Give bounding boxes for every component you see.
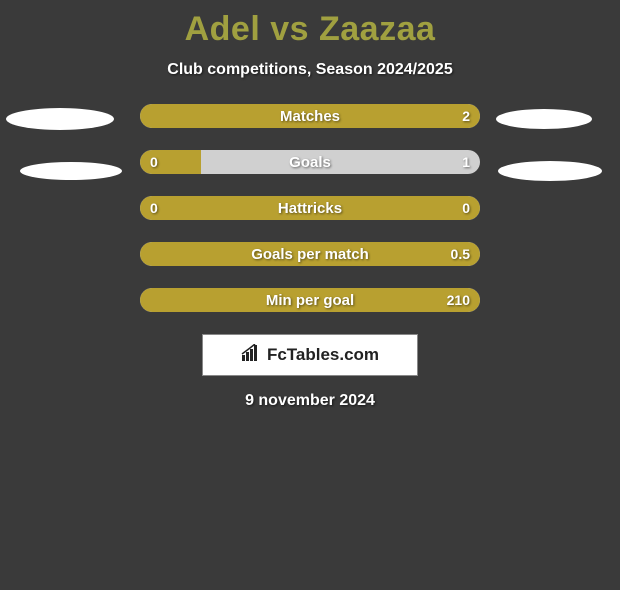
brand-label: FcTables.com [267,345,379,365]
team-ellipse-right-2 [498,161,602,181]
stat-label: Goals [140,150,480,174]
stat-value-right: 2 [462,104,470,128]
subtitle: Club competitions, Season 2024/2025 [0,61,620,79]
chart-icon [241,344,261,367]
stat-row-matches: Matches 2 [140,104,480,128]
stat-label: Min per goal [140,288,480,312]
stat-value-right: 210 [447,288,470,312]
stat-rows: Matches 2 0 Goals 1 0 Hattricks 0 Goals … [140,104,480,312]
stat-label: Goals per match [140,242,480,266]
stat-value-right: 1 [462,150,470,174]
stat-value-right: 0 [462,196,470,220]
stat-row-min-per-goal: Min per goal 210 [140,288,480,312]
team-ellipse-left-1 [6,108,114,130]
comparison-chart: Matches 2 0 Goals 1 0 Hattricks 0 Goals … [0,104,620,410]
stat-row-goals: 0 Goals 1 [140,150,480,174]
stat-value-right: 0.5 [451,242,470,266]
date-label: 9 november 2024 [0,392,620,410]
stat-label: Hattricks [140,196,480,220]
brand-box[interactable]: FcTables.com [202,334,418,376]
stat-row-goals-per-match: Goals per match 0.5 [140,242,480,266]
page-title: Adel vs Zaazaa [0,10,620,49]
team-ellipse-right-1 [496,109,592,129]
team-ellipse-left-2 [20,162,122,180]
stat-row-hattricks: 0 Hattricks 0 [140,196,480,220]
stat-label: Matches [140,104,480,128]
